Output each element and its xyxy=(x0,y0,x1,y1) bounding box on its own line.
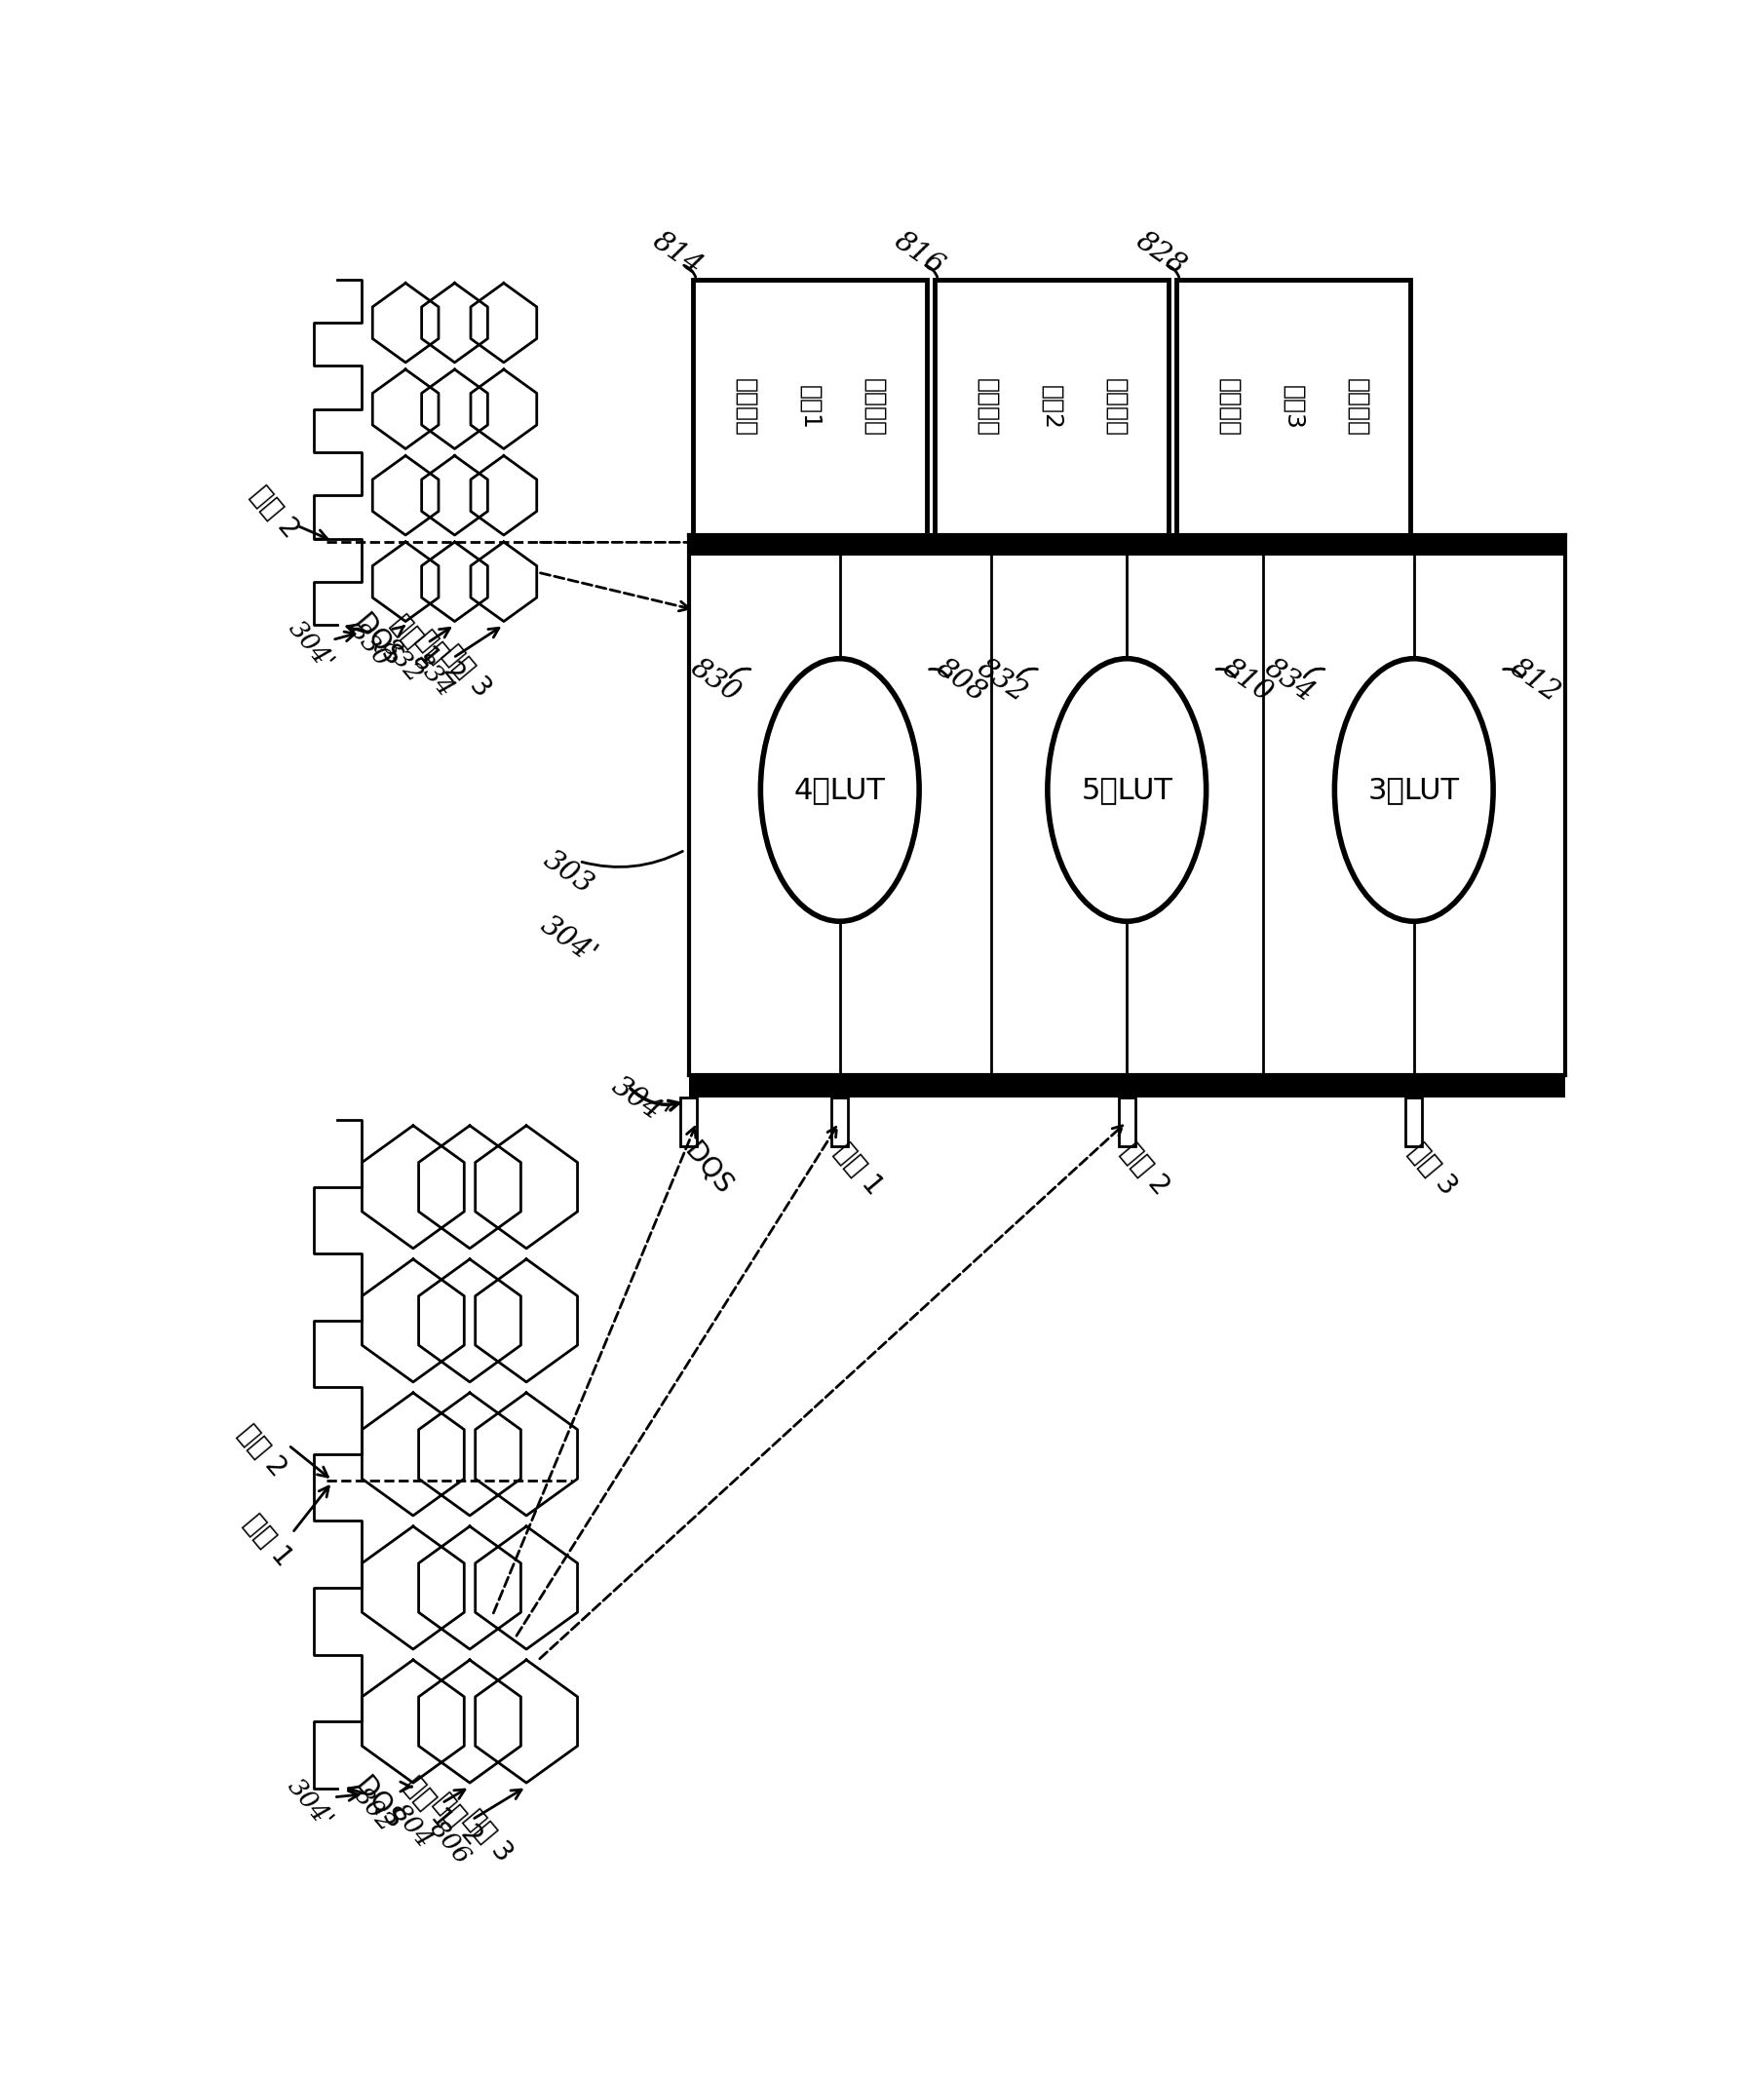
Text: DQS: DQS xyxy=(677,1138,737,1200)
Text: 808: 808 xyxy=(931,655,991,707)
Text: 时钟输入: 时钟输入 xyxy=(1217,379,1240,437)
Ellipse shape xyxy=(760,659,919,921)
Text: 数据 2: 数据 2 xyxy=(1117,1138,1175,1200)
FancyBboxPatch shape xyxy=(688,535,1565,555)
FancyBboxPatch shape xyxy=(831,1098,848,1146)
Text: 数据输入: 数据输入 xyxy=(863,379,886,437)
Text: 数据 2: 数据 2 xyxy=(429,1789,487,1851)
Text: DQS: DQS xyxy=(349,1772,409,1835)
Text: DQS: DQS xyxy=(348,609,407,672)
Text: 数据 3: 数据 3 xyxy=(437,641,496,703)
Text: 303: 303 xyxy=(538,847,598,899)
Text: 304': 304' xyxy=(282,1774,337,1832)
Text: 数据 3: 数据 3 xyxy=(1404,1138,1462,1200)
Text: 304': 304' xyxy=(607,1073,672,1129)
Text: 832: 832 xyxy=(972,655,1032,707)
Text: 4个LUT: 4个LUT xyxy=(794,776,886,805)
FancyBboxPatch shape xyxy=(935,279,1168,535)
Ellipse shape xyxy=(1048,659,1207,921)
Text: 边缘 2: 边缘 2 xyxy=(245,480,303,543)
Text: 830: 830 xyxy=(684,655,744,707)
Text: 804: 804 xyxy=(386,1799,437,1853)
Text: 832: 832 xyxy=(377,634,427,686)
Ellipse shape xyxy=(1335,659,1492,921)
Text: 830: 830 xyxy=(346,618,395,672)
Text: 810: 810 xyxy=(1217,655,1277,707)
Text: 时钟输入: 时钟输入 xyxy=(975,379,998,437)
Text: 304': 304' xyxy=(284,616,339,676)
Text: 数据输入: 数据输入 xyxy=(1104,379,1127,437)
Text: 时钟输入: 时钟输入 xyxy=(734,379,757,437)
Text: 814: 814 xyxy=(647,227,707,281)
Text: 边缘 2: 边缘 2 xyxy=(233,1419,291,1481)
Text: 数据 1: 数据 1 xyxy=(829,1138,887,1200)
Text: 数据 2: 数据 2 xyxy=(411,626,471,688)
Text: 数据 1: 数据 1 xyxy=(386,609,445,672)
FancyBboxPatch shape xyxy=(1177,279,1409,535)
FancyBboxPatch shape xyxy=(693,279,926,535)
Text: 812: 812 xyxy=(1505,655,1565,707)
Text: 828: 828 xyxy=(1131,227,1191,281)
Text: 802: 802 xyxy=(349,1783,399,1837)
Text: 寄存2: 寄存2 xyxy=(1039,385,1064,431)
Text: 数据 3: 数据 3 xyxy=(459,1805,519,1868)
Text: 寄存1: 寄存1 xyxy=(797,385,822,431)
FancyBboxPatch shape xyxy=(1406,1098,1422,1146)
Text: 834: 834 xyxy=(1259,655,1319,707)
FancyBboxPatch shape xyxy=(1118,1098,1136,1146)
Text: 数据输入: 数据输入 xyxy=(1346,379,1369,437)
FancyBboxPatch shape xyxy=(688,1075,1565,1098)
FancyBboxPatch shape xyxy=(681,1098,697,1146)
Text: 3个LUT: 3个LUT xyxy=(1369,776,1459,805)
Text: 806: 806 xyxy=(425,1816,475,1868)
Text: 304': 304' xyxy=(534,911,602,969)
Text: 寄存3: 寄存3 xyxy=(1281,385,1305,431)
Text: 5个LUT: 5个LUT xyxy=(1081,776,1173,805)
Text: 834: 834 xyxy=(409,649,459,701)
Text: 边缘 1: 边缘 1 xyxy=(238,1510,298,1572)
Text: 816: 816 xyxy=(889,227,949,281)
Text: 数据 1: 数据 1 xyxy=(399,1772,457,1835)
